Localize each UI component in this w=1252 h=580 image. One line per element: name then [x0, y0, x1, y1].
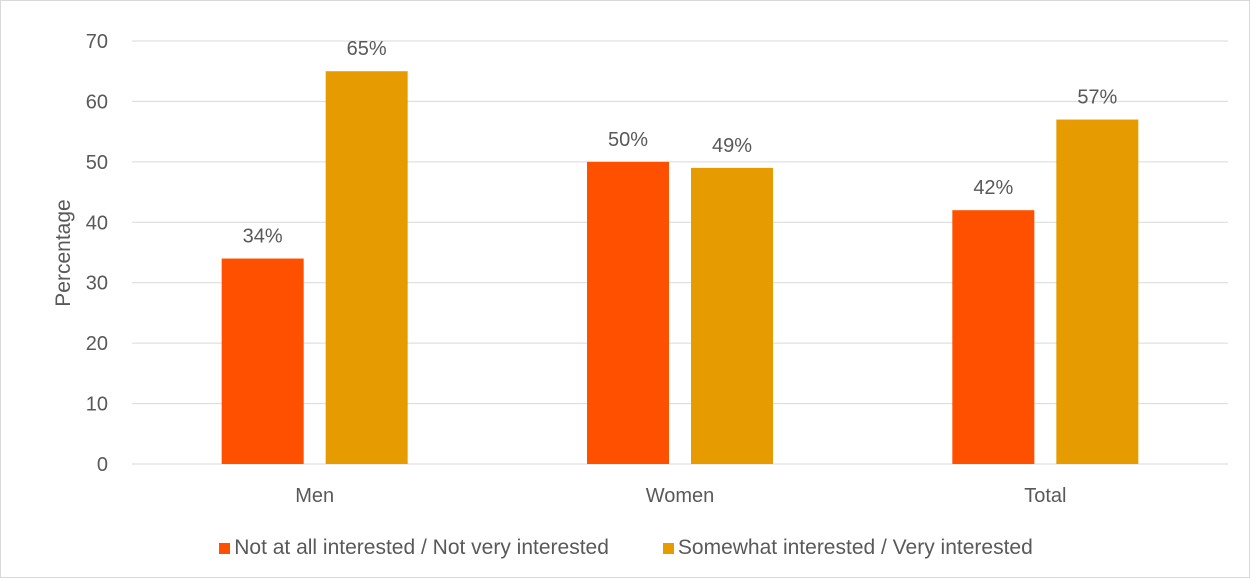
gridlines: [132, 40, 1228, 465]
data-label: 49%: [712, 135, 752, 157]
y-tick-label: 10: [86, 394, 108, 416]
data-label: 57%: [1077, 87, 1117, 109]
y-axis-ticks: 0 10 20 30 40 50 60 70: [86, 31, 108, 476]
bar-women-series-1: [587, 161, 669, 464]
bar-men-series-1: [221, 258, 304, 464]
data-label: 65%: [347, 38, 387, 60]
legend-swatch-series-2: [662, 542, 674, 554]
x-tick-label: Women: [646, 485, 715, 507]
bar-men-series-2: [325, 71, 408, 464]
data-labels: 34% 65% 50% 49% 42% 57%: [243, 38, 1118, 247]
y-tick-label: 0: [97, 454, 108, 476]
data-label: 50%: [608, 129, 648, 151]
y-axis-title: Percentage: [52, 199, 75, 306]
legend-item-series-2: Somewhat interested / Very interested: [662, 536, 1033, 560]
y-tick-label: 50: [86, 152, 108, 174]
data-label: 34%: [243, 226, 283, 248]
y-tick-label: 60: [86, 91, 108, 113]
data-label: 42%: [973, 177, 1013, 199]
y-tick-label: 20: [86, 333, 108, 355]
x-axis-ticks: Men Women Total: [295, 485, 1066, 507]
y-tick-label: 70: [86, 31, 108, 53]
legend-item-series-1: Not at all interested / Not very interes…: [219, 536, 609, 560]
x-tick-label: Total: [1024, 485, 1066, 507]
x-tick-label: Men: [295, 485, 334, 507]
legend-label-series-1: Not at all interested / Not very interes…: [234, 536, 609, 559]
y-tick-label: 40: [86, 212, 108, 234]
bar-total-series-2: [1056, 119, 1139, 465]
bar-total-series-1: [952, 210, 1035, 464]
legend-label-series-2: Somewhat interested / Very interested: [677, 536, 1033, 559]
bars: [221, 71, 1139, 465]
y-tick-label: 30: [86, 273, 108, 295]
legend-swatch-series-1: [219, 542, 231, 554]
legend: Not at all interested / Not very interes…: [0, 536, 1252, 560]
bar-women-series-2: [691, 167, 773, 464]
